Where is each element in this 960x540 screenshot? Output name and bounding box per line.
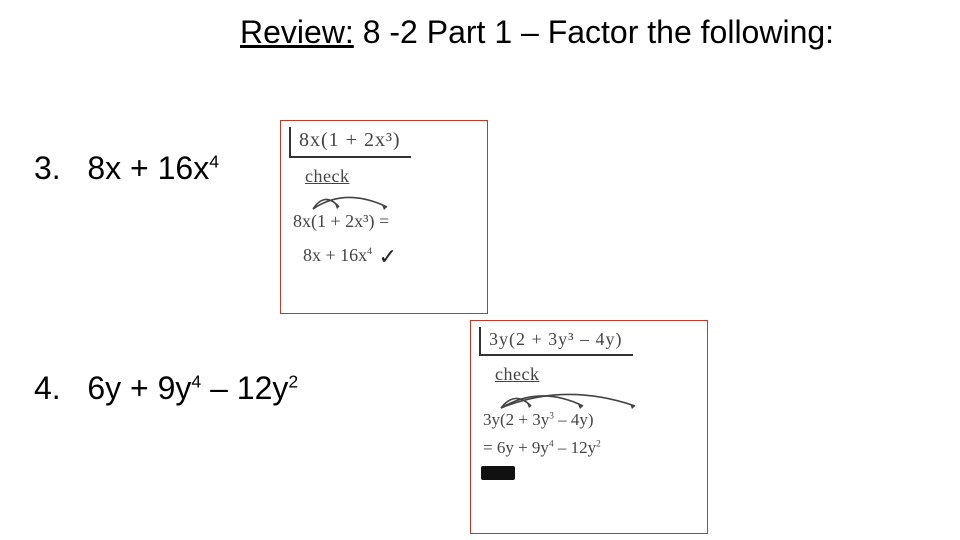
problem-3-expr: 8x + 16x4 bbox=[87, 150, 219, 186]
handwritten-solution-4: 3y(2 + 3y³ – 4y) check 3y(2 + 3y3 – 4y) … bbox=[470, 320, 708, 534]
handwritten-solution-3: 8x(1 + 2x³) check 8x(1 + 2x³) = 8x + 16x… bbox=[280, 120, 488, 314]
problem-3: 3. 8x + 16x4 bbox=[34, 150, 219, 187]
work-4-line2-sup2: 2 bbox=[596, 439, 601, 449]
problem-4-number: 4. bbox=[34, 370, 61, 406]
answer-box-3: 8x(1 + 2x³) bbox=[289, 127, 411, 158]
work-4-line2: = 6y + 9y4 – 12y2 bbox=[483, 438, 699, 458]
title-review: Review: bbox=[240, 14, 354, 50]
work-4-line1-b: – 4y) bbox=[554, 410, 594, 429]
answer-box-4: 3y(2 + 3y³ – 4y) bbox=[479, 327, 633, 356]
work-3-line2-a: 8x + 16x bbox=[303, 245, 367, 265]
problem-4-sup1: 4 bbox=[191, 371, 201, 391]
distribute-arrows-3 bbox=[295, 189, 415, 211]
problem-3-expr-a: 8x + 16x bbox=[87, 150, 209, 186]
work-4-line1: 3y(2 + 3y3 – 4y) bbox=[483, 410, 699, 430]
checkmark-icon: ✓ bbox=[379, 244, 397, 269]
slide: Review: 8 -2 Part 1 – Factor the followi… bbox=[0, 0, 960, 540]
problem-4: 4. 6y + 9y4 – 12y2 bbox=[34, 370, 298, 407]
scratch-mark bbox=[481, 463, 699, 481]
work-4-line1-a: 3y(2 + 3y bbox=[483, 410, 549, 429]
title-rest: 8 -2 Part 1 – Factor the following: bbox=[354, 14, 834, 50]
problem-3-sup: 4 bbox=[209, 151, 219, 171]
problem-4-expr: 6y + 9y4 – 12y2 bbox=[87, 370, 298, 406]
work-4-line2-b: – 12y bbox=[554, 438, 597, 457]
work-3-line2-sup: 4 bbox=[367, 246, 372, 257]
slide-title: Review: 8 -2 Part 1 – Factor the followi… bbox=[240, 14, 834, 51]
problem-4-sup2: 2 bbox=[288, 371, 298, 391]
check-label-3: check bbox=[305, 166, 479, 187]
work-3-line2: 8x + 16x4 ✓ bbox=[303, 241, 479, 266]
problem-4-mid: – 12y bbox=[201, 370, 288, 406]
problem-4-expr-a: 6y + 9y bbox=[87, 370, 191, 406]
work-3-line1: 8x(1 + 2x³) = bbox=[293, 211, 479, 232]
work-4-line2-a: = 6y + 9y bbox=[483, 438, 549, 457]
check-label-4: check bbox=[495, 364, 699, 385]
distribute-arrows-4 bbox=[485, 386, 655, 410]
problem-3-number: 3. bbox=[34, 150, 61, 186]
